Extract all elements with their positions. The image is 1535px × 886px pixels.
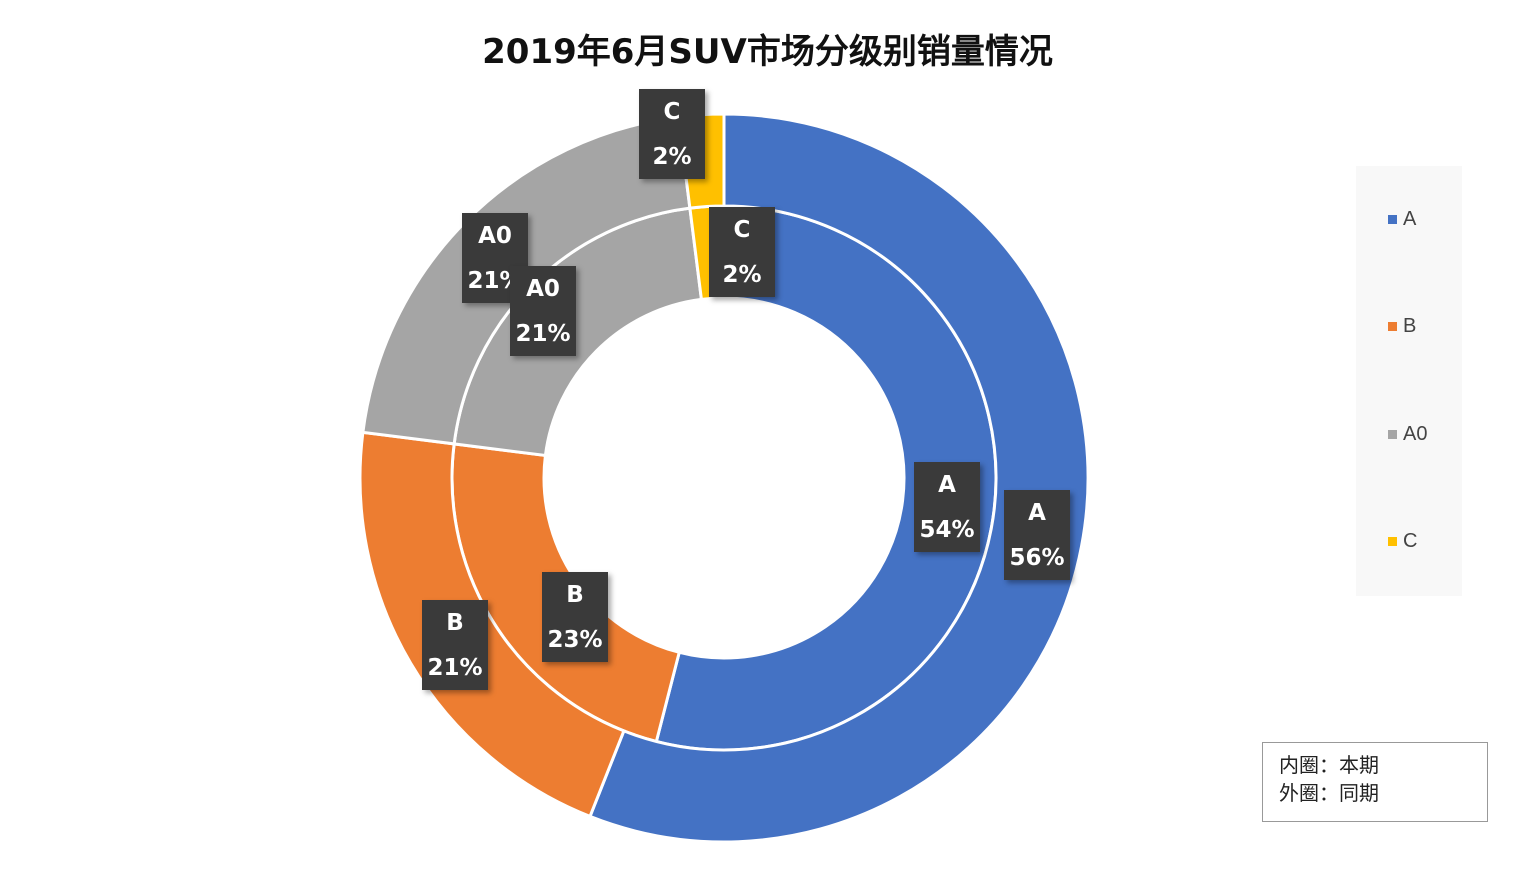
legend: A B A0 C (1356, 166, 1462, 596)
label-category: A (1028, 499, 1046, 526)
label-category: C (733, 216, 751, 243)
label-category: A (938, 471, 956, 498)
label-category: A0 (478, 222, 512, 249)
inner-label-a: A 54% (914, 462, 980, 552)
label-percent: 54% (919, 516, 975, 543)
outer-label-a: A 56% (1004, 490, 1070, 580)
note-inner: 内圈：本期 (1279, 753, 1379, 777)
legend-swatch (1388, 322, 1397, 331)
label-percent: 56% (1009, 544, 1065, 571)
label-percent: 2% (722, 261, 762, 288)
legend-swatch (1388, 537, 1397, 546)
inner-label-a0: A0 21% (510, 266, 576, 356)
outer-label-c: C 2% (639, 89, 705, 179)
label-percent: 2% (652, 143, 692, 170)
label-category: A0 (526, 275, 560, 302)
label-percent: 21% (427, 654, 483, 681)
legend-swatch (1388, 215, 1397, 224)
legend-label: A (1403, 208, 1417, 230)
ring-note: 内圈：本期 外圈：同期 (1262, 742, 1488, 822)
legend-item-a0: A0 (1388, 423, 1427, 446)
legend-item-b: B (1388, 315, 1416, 338)
note-outer: 外圈：同期 (1279, 781, 1379, 805)
inner-label-c: C 2% (709, 207, 775, 297)
outer-label-b: B 21% (422, 600, 488, 690)
outer-slice-a (588, 112, 1090, 844)
label-category: B (446, 609, 464, 636)
legend-item-a: A (1388, 208, 1416, 231)
legend-item-c: C (1388, 530, 1417, 553)
legend-label: A0 (1403, 423, 1428, 445)
inner-label-b: B 23% (542, 572, 608, 662)
label-percent: 21% (515, 320, 571, 347)
label-percent: 23% (547, 626, 603, 653)
legend-swatch (1388, 430, 1397, 439)
label-category: C (663, 98, 681, 125)
label-category: B (566, 581, 584, 608)
chart-title: 2019年6月SUV市场分级别销量情况 (482, 32, 1053, 72)
legend-label: C (1403, 530, 1418, 552)
legend-label: B (1403, 315, 1417, 337)
